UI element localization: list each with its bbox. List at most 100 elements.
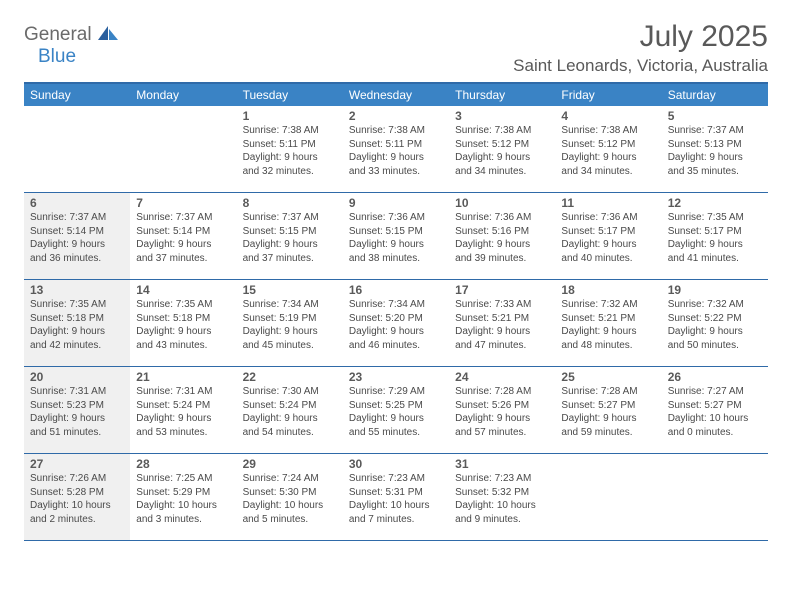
day-number: 18: [561, 283, 655, 297]
daylight-text: and 53 minutes.: [136, 426, 230, 440]
daylight-text: and 43 minutes.: [136, 339, 230, 353]
daylight-text: Daylight: 9 hours: [30, 238, 124, 252]
sunrise-text: Sunrise: 7:35 AM: [136, 298, 230, 312]
sunset-text: Sunset: 5:13 PM: [668, 138, 762, 152]
daylight-text: Daylight: 9 hours: [349, 412, 443, 426]
calendar-cell: 23Sunrise: 7:29 AMSunset: 5:25 PMDayligh…: [343, 367, 449, 453]
sunset-text: Sunset: 5:23 PM: [30, 399, 124, 413]
sunrise-text: Sunrise: 7:34 AM: [349, 298, 443, 312]
daylight-text: Daylight: 9 hours: [455, 412, 549, 426]
logo-text-general: General: [24, 24, 92, 45]
logo-sail-icon: [98, 26, 120, 45]
logo: General Blue: [24, 24, 120, 68]
daylight-text: Daylight: 9 hours: [349, 151, 443, 165]
day-number: 5: [668, 109, 762, 123]
daylight-text: and 33 minutes.: [349, 165, 443, 179]
daylight-text: Daylight: 9 hours: [668, 325, 762, 339]
day-number: 15: [243, 283, 337, 297]
sunset-text: Sunset: 5:26 PM: [455, 399, 549, 413]
calendar-cell: 8Sunrise: 7:37 AMSunset: 5:15 PMDaylight…: [237, 193, 343, 279]
sunrise-text: Sunrise: 7:28 AM: [455, 385, 549, 399]
day-header-cell: Wednesday: [343, 84, 449, 106]
daylight-text: and 50 minutes.: [668, 339, 762, 353]
calendar-cell: 30Sunrise: 7:23 AMSunset: 5:31 PMDayligh…: [343, 454, 449, 540]
sunset-text: Sunset: 5:30 PM: [243, 486, 337, 500]
day-number: 4: [561, 109, 655, 123]
sunrise-text: Sunrise: 7:35 AM: [30, 298, 124, 312]
sunrise-text: Sunrise: 7:24 AM: [243, 472, 337, 486]
calendar-cell: 14Sunrise: 7:35 AMSunset: 5:18 PMDayligh…: [130, 280, 236, 366]
calendar-cell: [24, 106, 130, 192]
day-header-cell: Saturday: [662, 84, 768, 106]
day-number: 28: [136, 457, 230, 471]
day-number: 27: [30, 457, 124, 471]
daylight-text: Daylight: 9 hours: [243, 325, 337, 339]
calendar-cell: [555, 454, 661, 540]
day-number: 9: [349, 196, 443, 210]
calendar-cell: 7Sunrise: 7:37 AMSunset: 5:14 PMDaylight…: [130, 193, 236, 279]
daylight-text: and 0 minutes.: [668, 426, 762, 440]
calendar-cell: 17Sunrise: 7:33 AMSunset: 5:21 PMDayligh…: [449, 280, 555, 366]
calendar-cell: 2Sunrise: 7:38 AMSunset: 5:11 PMDaylight…: [343, 106, 449, 192]
daylight-text: Daylight: 10 hours: [349, 499, 443, 513]
sunset-text: Sunset: 5:11 PM: [243, 138, 337, 152]
calendar-cell: 21Sunrise: 7:31 AMSunset: 5:24 PMDayligh…: [130, 367, 236, 453]
sunrise-text: Sunrise: 7:30 AM: [243, 385, 337, 399]
sunrise-text: Sunrise: 7:29 AM: [349, 385, 443, 399]
sunrise-text: Sunrise: 7:35 AM: [668, 211, 762, 225]
calendar-cell: 6Sunrise: 7:37 AMSunset: 5:14 PMDaylight…: [24, 193, 130, 279]
daylight-text: Daylight: 9 hours: [561, 151, 655, 165]
day-number: 29: [243, 457, 337, 471]
day-number: 31: [455, 457, 549, 471]
logo-block: General Blue: [24, 24, 120, 68]
daylight-text: Daylight: 9 hours: [349, 325, 443, 339]
day-number: 19: [668, 283, 762, 297]
calendar-cell: 19Sunrise: 7:32 AMSunset: 5:22 PMDayligh…: [662, 280, 768, 366]
daylight-text: and 35 minutes.: [668, 165, 762, 179]
daylight-text: and 9 minutes.: [455, 513, 549, 527]
daylight-text: and 46 minutes.: [349, 339, 443, 353]
sunset-text: Sunset: 5:22 PM: [668, 312, 762, 326]
daylight-text: Daylight: 10 hours: [455, 499, 549, 513]
calendar-cell: 10Sunrise: 7:36 AMSunset: 5:16 PMDayligh…: [449, 193, 555, 279]
daylight-text: and 54 minutes.: [243, 426, 337, 440]
daylight-text: Daylight: 9 hours: [30, 412, 124, 426]
sunset-text: Sunset: 5:19 PM: [243, 312, 337, 326]
day-number: 21: [136, 370, 230, 384]
daylight-text: and 34 minutes.: [561, 165, 655, 179]
daylight-text: and 48 minutes.: [561, 339, 655, 353]
calendar-cell: 24Sunrise: 7:28 AMSunset: 5:26 PMDayligh…: [449, 367, 555, 453]
sunrise-text: Sunrise: 7:28 AM: [561, 385, 655, 399]
sunrise-text: Sunrise: 7:31 AM: [136, 385, 230, 399]
sunset-text: Sunset: 5:11 PM: [349, 138, 443, 152]
page: General Blue July 2025 Saint Leonards, V…: [0, 0, 792, 561]
daylight-text: and 37 minutes.: [136, 252, 230, 266]
day-number: 10: [455, 196, 549, 210]
sunrise-text: Sunrise: 7:38 AM: [455, 124, 549, 138]
daylight-text: and 38 minutes.: [349, 252, 443, 266]
sunset-text: Sunset: 5:15 PM: [349, 225, 443, 239]
week-row: 20Sunrise: 7:31 AMSunset: 5:23 PMDayligh…: [24, 367, 768, 454]
daylight-text: Daylight: 9 hours: [455, 151, 549, 165]
sunset-text: Sunset: 5:14 PM: [136, 225, 230, 239]
daylight-text: Daylight: 9 hours: [455, 325, 549, 339]
sunrise-text: Sunrise: 7:34 AM: [243, 298, 337, 312]
calendar-cell: 26Sunrise: 7:27 AMSunset: 5:27 PMDayligh…: [662, 367, 768, 453]
day-number: 20: [30, 370, 124, 384]
day-header-cell: Thursday: [449, 84, 555, 106]
sunset-text: Sunset: 5:25 PM: [349, 399, 443, 413]
day-header-cell: Sunday: [24, 84, 130, 106]
sunrise-text: Sunrise: 7:38 AM: [243, 124, 337, 138]
day-number: 2: [349, 109, 443, 123]
daylight-text: Daylight: 10 hours: [30, 499, 124, 513]
sunset-text: Sunset: 5:28 PM: [30, 486, 124, 500]
calendar-cell: 20Sunrise: 7:31 AMSunset: 5:23 PMDayligh…: [24, 367, 130, 453]
calendar-cell: 15Sunrise: 7:34 AMSunset: 5:19 PMDayligh…: [237, 280, 343, 366]
sunrise-text: Sunrise: 7:32 AM: [668, 298, 762, 312]
sunrise-text: Sunrise: 7:38 AM: [561, 124, 655, 138]
calendar-cell: [662, 454, 768, 540]
calendar-cell: 3Sunrise: 7:38 AMSunset: 5:12 PMDaylight…: [449, 106, 555, 192]
day-header-cell: Friday: [555, 84, 661, 106]
daylight-text: Daylight: 10 hours: [668, 412, 762, 426]
calendar-cell: 27Sunrise: 7:26 AMSunset: 5:28 PMDayligh…: [24, 454, 130, 540]
